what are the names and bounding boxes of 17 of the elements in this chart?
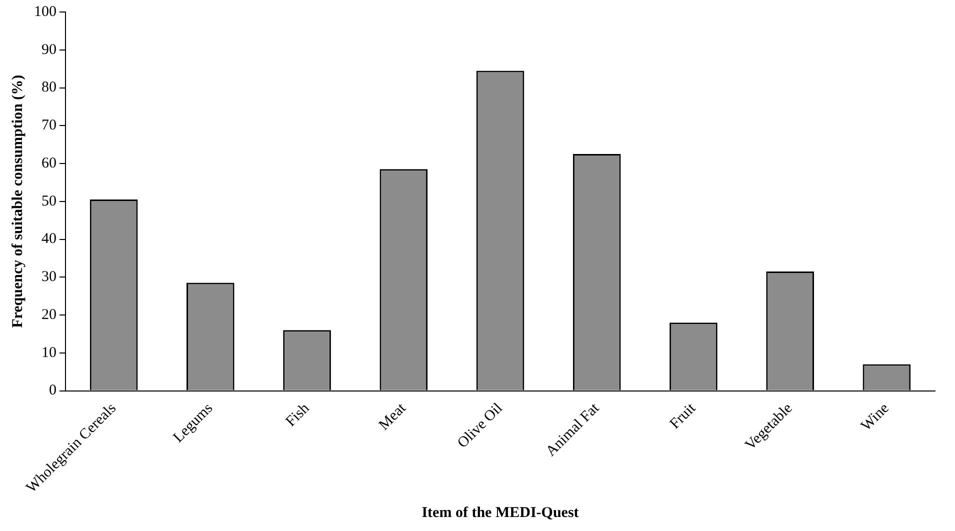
- y-tick-label: 30: [42, 269, 56, 286]
- y-tick-label: 10: [42, 344, 56, 361]
- y-axis-title: Frequency of suitable consumption (%): [10, 74, 26, 328]
- x-tick-label: Fish: [283, 400, 313, 430]
- y-tick-label: 60: [42, 155, 56, 172]
- x-tick-label: Wine: [858, 400, 893, 434]
- y-tick-label: 90: [42, 42, 56, 58]
- y-tick-label: 0: [49, 382, 56, 399]
- y-tick-label: 40: [42, 231, 56, 248]
- x-axis-title: Item of the MEDI-Quest: [422, 504, 579, 521]
- y-tick-label: 70: [42, 118, 56, 134]
- x-tick-label: Olive Oil: [454, 400, 506, 452]
- y-tick-label: 80: [42, 80, 56, 96]
- y-tick-label: 100: [34, 4, 56, 20]
- y-tick-label: 50: [42, 193, 56, 210]
- y-tick-label: 20: [42, 306, 56, 323]
- x-tick-label: Fruit: [667, 400, 700, 432]
